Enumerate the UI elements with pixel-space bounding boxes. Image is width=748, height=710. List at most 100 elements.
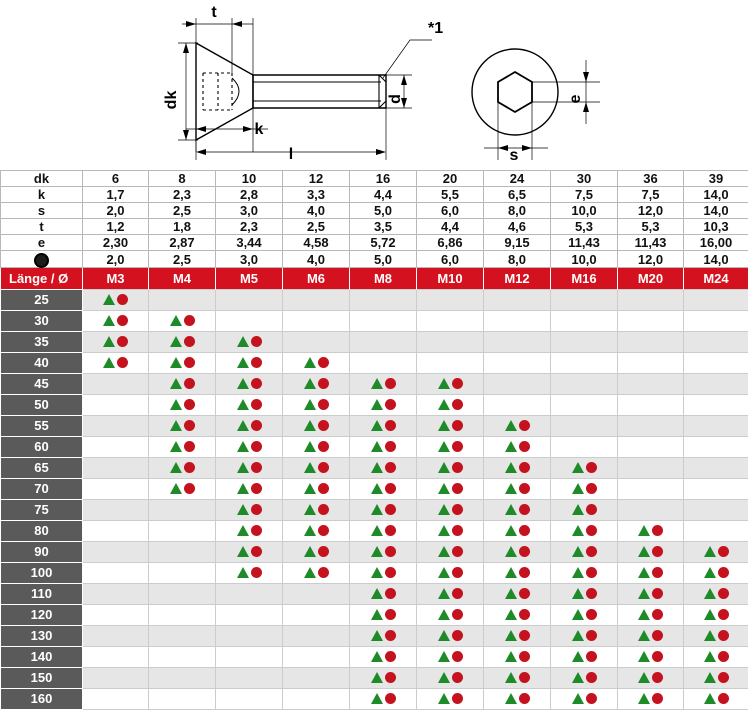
row-length-label: 90 <box>1 542 83 563</box>
availability-marker <box>237 462 262 473</box>
availability-marker <box>638 651 663 662</box>
availability-cell-available <box>350 416 417 437</box>
triangle-marker-icon <box>103 336 115 347</box>
circle-marker-icon <box>251 357 262 368</box>
availability-cell-empty <box>618 437 684 458</box>
availability-cell-empty <box>684 416 748 437</box>
availability-cell-available <box>551 521 618 542</box>
circle-marker-icon <box>452 483 463 494</box>
triangle-marker-icon <box>505 483 517 494</box>
availability-cell-available <box>216 521 283 542</box>
availability-cell-available <box>551 626 618 647</box>
availability-marker <box>505 420 530 431</box>
circle-marker-icon <box>452 651 463 662</box>
availability-marker <box>304 504 329 515</box>
header-col-m20: M20 <box>618 268 684 290</box>
triangle-marker-icon <box>572 630 584 641</box>
availability-cell-available <box>216 416 283 437</box>
triangle-marker-icon <box>638 567 650 578</box>
availability-cell-empty <box>149 605 216 626</box>
table-row: 120 <box>1 605 748 626</box>
circle-marker-icon <box>586 504 597 515</box>
availability-marker <box>170 378 195 389</box>
spec-value: 4,4 <box>417 219 484 235</box>
availability-cell-available <box>417 689 484 710</box>
availability-cell-empty <box>417 290 484 311</box>
availability-marker <box>704 588 729 599</box>
triangle-marker-icon <box>304 546 316 557</box>
availability-marker <box>438 546 463 557</box>
table-row: 65 <box>1 458 748 479</box>
triangle-marker-icon <box>371 630 383 641</box>
availability-marker <box>505 525 530 536</box>
circle-marker-icon <box>318 525 329 536</box>
circle-marker-icon <box>652 567 663 578</box>
triangle-marker-icon <box>304 567 316 578</box>
circle-marker-icon <box>251 462 262 473</box>
circle-marker-icon <box>385 651 396 662</box>
availability-cell-available <box>551 689 618 710</box>
availability-cell-empty <box>684 374 748 395</box>
table-row: 80 <box>1 521 748 542</box>
circle-marker-icon <box>586 567 597 578</box>
triangle-marker-icon <box>304 420 316 431</box>
availability-marker <box>438 651 463 662</box>
dim-label-l: l <box>289 146 293 163</box>
circle-marker-icon <box>184 357 195 368</box>
row-length-label: 60 <box>1 437 83 458</box>
availability-cell-available <box>618 626 684 647</box>
triangle-marker-icon <box>237 336 249 347</box>
availability-cell-empty <box>83 563 149 584</box>
availability-cell-available <box>350 584 417 605</box>
availability-cell-available <box>551 563 618 584</box>
availability-marker <box>237 567 262 578</box>
availability-marker <box>638 525 663 536</box>
circle-marker-icon <box>452 504 463 515</box>
availability-marker <box>170 357 195 368</box>
availability-cell-empty <box>216 668 283 689</box>
availability-cell-available <box>417 668 484 689</box>
availability-cell-empty <box>484 353 551 374</box>
availability-marker <box>438 483 463 494</box>
availability-cell-available <box>283 353 350 374</box>
availability-marker <box>704 672 729 683</box>
availability-cell-empty <box>216 311 283 332</box>
dim-label-k: k <box>255 121 264 138</box>
triangle-marker-icon <box>170 483 182 494</box>
availability-cell-available <box>484 500 551 521</box>
row-length-label: 120 <box>1 605 83 626</box>
triangle-marker-icon <box>438 483 450 494</box>
availability-marker <box>572 546 597 557</box>
circle-marker-icon <box>452 525 463 536</box>
availability-marker <box>371 420 396 431</box>
availability-marker <box>170 441 195 452</box>
spec-value: 11,43 <box>551 235 618 251</box>
circle-marker-icon <box>586 672 597 683</box>
header-col-m24: M24 <box>684 268 748 290</box>
triangle-marker-icon <box>438 525 450 536</box>
availability-marker <box>505 483 530 494</box>
availability-cell-empty <box>83 584 149 605</box>
availability-marker <box>170 399 195 410</box>
spec-value: 4,0 <box>283 251 350 268</box>
table-row: 55 <box>1 416 748 437</box>
circle-marker-icon <box>519 651 530 662</box>
table-row: 100 <box>1 563 748 584</box>
availability-cell-available <box>618 605 684 626</box>
availability-cell-available <box>149 437 216 458</box>
circle-marker-icon <box>385 504 396 515</box>
availability-marker <box>638 672 663 683</box>
circle-marker-icon <box>586 630 597 641</box>
availability-cell-available <box>484 563 551 584</box>
triangle-marker-icon <box>304 441 316 452</box>
circle-marker-icon <box>452 462 463 473</box>
availability-cell-available <box>149 332 216 353</box>
availability-cell-empty <box>149 626 216 647</box>
spec-value: 5,3 <box>618 219 684 235</box>
availability-marker <box>371 567 396 578</box>
circle-marker-icon <box>586 483 597 494</box>
availability-marker <box>572 567 597 578</box>
availability-cell-available <box>551 479 618 500</box>
availability-cell-available <box>283 500 350 521</box>
spec-value: 6,5 <box>484 187 551 203</box>
